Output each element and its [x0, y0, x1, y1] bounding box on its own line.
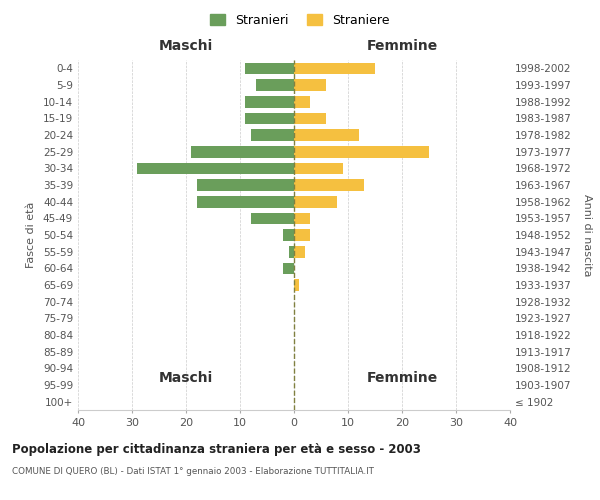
Text: Maschi: Maschi	[159, 39, 213, 53]
Bar	[294, 279, 299, 291]
Bar	[294, 62, 375, 74]
Bar	[294, 96, 310, 108]
Bar	[289, 246, 294, 258]
Bar	[294, 179, 364, 191]
Bar	[294, 246, 305, 258]
Bar	[197, 179, 294, 191]
Bar	[245, 62, 294, 74]
Bar	[256, 79, 294, 91]
Bar	[294, 79, 326, 91]
Text: Femmine: Femmine	[367, 370, 437, 384]
Bar	[294, 162, 343, 174]
Bar	[294, 112, 326, 124]
Text: Femmine: Femmine	[367, 39, 437, 53]
Bar	[197, 196, 294, 207]
Y-axis label: Anni di nascita: Anni di nascita	[583, 194, 592, 276]
Bar	[283, 229, 294, 241]
Y-axis label: Fasce di età: Fasce di età	[26, 202, 36, 268]
Bar	[294, 129, 359, 141]
Legend: Stranieri, Straniere: Stranieri, Straniere	[205, 8, 395, 32]
Bar	[251, 129, 294, 141]
Bar	[137, 162, 294, 174]
Bar	[294, 196, 337, 207]
Bar	[191, 146, 294, 158]
Bar	[294, 229, 310, 241]
Bar	[294, 146, 429, 158]
Text: Maschi: Maschi	[159, 370, 213, 384]
Bar	[245, 96, 294, 108]
Bar	[245, 112, 294, 124]
Text: Popolazione per cittadinanza straniera per età e sesso - 2003: Popolazione per cittadinanza straniera p…	[12, 442, 421, 456]
Bar	[294, 212, 310, 224]
Bar	[283, 262, 294, 274]
Text: COMUNE DI QUERO (BL) - Dati ISTAT 1° gennaio 2003 - Elaborazione TUTTITALIA.IT: COMUNE DI QUERO (BL) - Dati ISTAT 1° gen…	[12, 468, 374, 476]
Bar	[251, 212, 294, 224]
